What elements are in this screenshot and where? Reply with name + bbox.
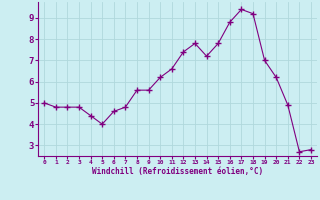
X-axis label: Windchill (Refroidissement éolien,°C): Windchill (Refroidissement éolien,°C) [92,167,263,176]
